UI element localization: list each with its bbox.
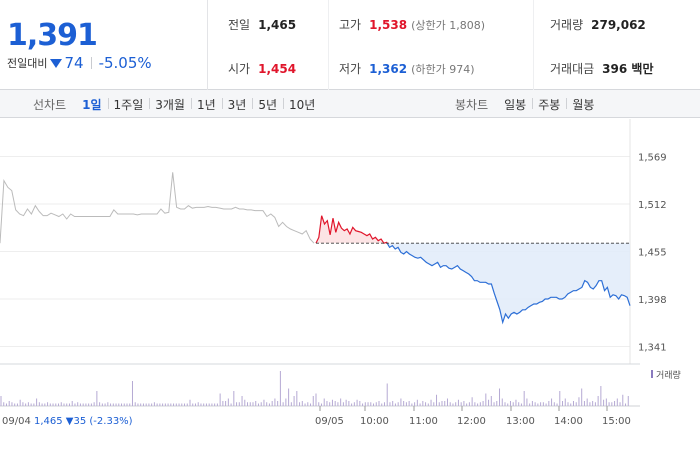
period-3m[interactable]: 3개월 [149,96,191,113]
y-tick-label: 1,512 [638,200,667,211]
y-tick-label: 1,398 [638,295,667,306]
current-price: 1,391 [7,18,98,53]
x-tick-label: 10:00 [360,416,389,427]
change-label: 전일대비 [7,57,48,70]
down-arrow-icon [50,58,63,68]
divider [533,0,534,90]
up-price-line [315,215,388,244]
candle-monthly[interactable]: 월봉 [566,96,600,113]
y-tick-label: 1,455 [638,248,667,259]
volume-legend-swatch [651,370,653,378]
price-lines [0,172,631,325]
candle-chart-periods: 봉차트 일봉 주봉 월봉 [455,90,600,118]
volume-bars [0,371,629,406]
line-chart-title: 선차트 [33,97,67,112]
divider [328,0,329,90]
quote-header: 1,391 전일대비 74 -5.05% 전일 1,465 고가 1,538 (… [0,0,700,90]
x-tick-label: 13:00 [506,416,535,427]
prev-day-label: 09/04 [2,416,31,427]
x-tick-label: 14:00 [554,416,583,427]
x-axis-labels: 09/05 10:00 11:00 12:00 13:00 14:00 15:00 [315,406,631,427]
stat-volume: 거래량 279,062 [550,18,646,32]
line-chart-periods: 선차트 1일 1주일 3개월 1년 3년 5년 10년 [33,90,321,118]
y-axis-ticks: 1,569 1,512 1,455 1,398 1,341 [638,153,667,354]
y-tick-label: 1,341 [638,343,667,354]
down-fill-area [387,243,630,323]
volume-legend: 거래량 [656,369,681,381]
prev-day-line [0,172,315,244]
candle-daily[interactable]: 일봉 [504,97,527,112]
price-chart[interactable]: 1,569 1,512 1,455 1,398 1,341 거래량 09/05 10:00… [0,119,700,450]
price-fill-areas [316,215,630,323]
y-tick-label: 1,569 [638,153,667,164]
separator [90,57,92,69]
period-10y[interactable]: 10년 [283,96,321,113]
stat-trade-amount: 거래대금 396 백만 [550,62,654,76]
period-3y[interactable]: 3년 [221,96,253,113]
stat-high: 고가 1,538 (상한가 1,808) [339,18,485,32]
change-rate: -5.05% [98,54,152,72]
quote-stats: 전일 1,465 고가 1,538 (상한가 1,808) 거래량 279,06… [208,0,700,90]
price-change: 전일대비 74 -5.05% [7,54,152,72]
candle-chart-title: 봉차트 [455,97,489,112]
x-tick-label: 11:00 [409,416,438,427]
stat-prev-close: 전일 1,465 [228,18,297,32]
period-1d[interactable]: 1일 [82,97,102,112]
period-1y[interactable]: 1년 [190,96,222,113]
x-tick-label: 09/05 [315,416,344,427]
stat-open: 시가 1,454 [228,62,297,76]
x-tick-label: 15:00 [602,416,631,427]
down-price-line [386,242,631,325]
period-5y[interactable]: 5년 [252,96,283,113]
chart-toolbar: 선차트 1일 1주일 3개월 1년 3년 5년 10년 봉차트 일봉 주봉 월봉 [0,90,700,118]
candle-weekly[interactable]: 주봉 [532,96,566,113]
stat-low: 저가 1,362 (하한가 974) [339,62,475,76]
prev-day-summary: 1,465 ▼35 (-2.33%) [34,416,133,427]
price-summary: 1,391 전일대비 74 -5.05% [0,0,208,90]
change-value: 74 [64,54,84,72]
x-tick-label: 12:00 [457,416,486,427]
period-1w[interactable]: 1주일 [107,96,150,113]
